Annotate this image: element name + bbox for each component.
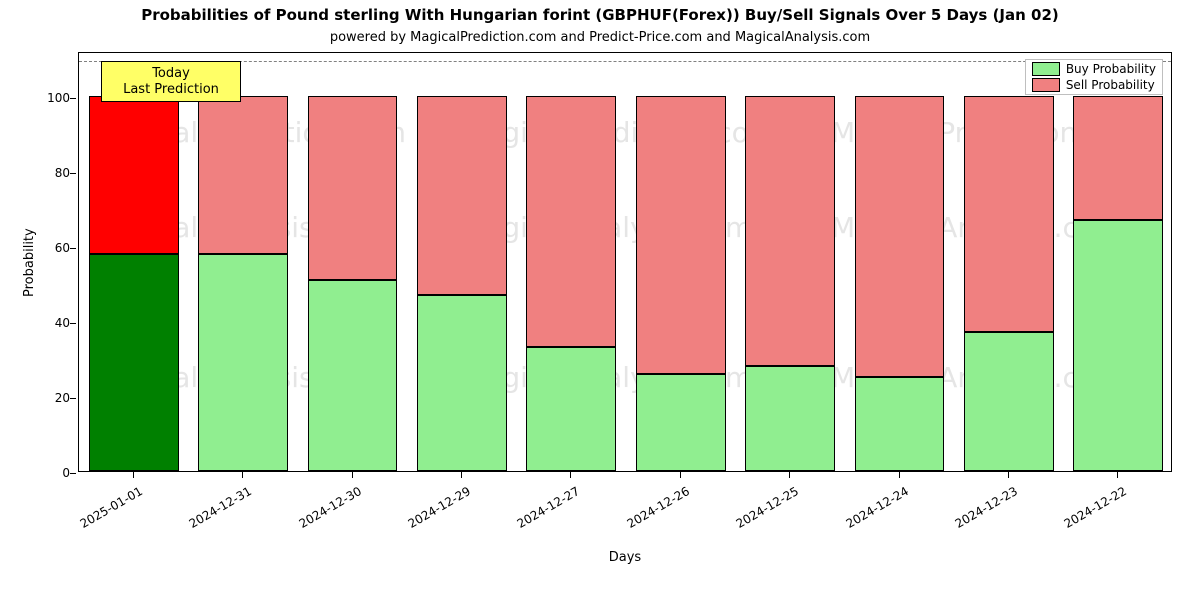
x-tick-mark [1117, 472, 1118, 478]
y-axis-label: Probability [22, 228, 37, 297]
x-tick-label: 2024-12-27 [493, 484, 582, 544]
y-tick: 0 [38, 466, 70, 480]
bar-segment-buy [745, 366, 835, 471]
bar-segment-sell [308, 96, 398, 280]
x-tick-label: 2024-12-24 [821, 484, 910, 544]
x-tick-label: 2024-12-25 [712, 484, 801, 544]
bar-segment-sell [417, 96, 507, 295]
chart-subtitle: powered by MagicalPrediction.com and Pre… [0, 30, 1200, 45]
x-tick-mark [899, 472, 900, 478]
y-tick: 100 [38, 91, 70, 105]
bar-segment-sell [636, 96, 726, 374]
chart-title: Probabilities of Pound sterling With Hun… [0, 6, 1200, 24]
bar-segment-sell [526, 96, 616, 347]
x-tick-mark [242, 472, 243, 478]
x-tick-label: 2024-12-22 [1040, 484, 1129, 544]
bar [745, 51, 835, 471]
bar-segment-buy [1073, 220, 1163, 471]
bar-segment-sell [89, 96, 179, 254]
bar-segment-buy [89, 254, 179, 472]
x-axis-label: Days [78, 550, 1172, 565]
bar-segment-buy [308, 280, 398, 471]
x-tick-mark [1008, 472, 1009, 478]
today-annotation: Today Last Prediction [101, 61, 241, 102]
x-tick-mark [461, 472, 462, 478]
annotation-line2: Last Prediction [110, 82, 232, 98]
bar-segment-sell [1073, 96, 1163, 220]
x-tick-mark [133, 472, 134, 478]
bar [198, 51, 288, 471]
x-tick-mark [789, 472, 790, 478]
bar [1073, 51, 1163, 471]
plot-area: MagicalPrediction.comMagicalPrediction.c… [78, 52, 1172, 472]
legend-label-sell: Sell Probability [1066, 78, 1155, 92]
x-tick-label: 2024-12-26 [602, 484, 691, 544]
y-tick: 40 [38, 316, 70, 330]
bar [964, 51, 1054, 471]
x-tick-mark [570, 472, 571, 478]
bar-segment-buy [855, 377, 945, 471]
bar [855, 51, 945, 471]
bar-segment-buy [526, 347, 616, 471]
bar-segment-buy [417, 295, 507, 471]
legend-swatch-sell [1032, 78, 1060, 92]
bar-segment-sell [964, 96, 1054, 332]
chart-figure: Probabilities of Pound sterling With Hun… [0, 0, 1200, 600]
y-tick: 60 [38, 241, 70, 255]
y-tick: 80 [38, 166, 70, 180]
legend: Buy Probability Sell Probability [1025, 59, 1163, 95]
bar-segment-sell [745, 96, 835, 366]
x-tick-label: 2024-12-29 [384, 484, 473, 544]
bar [308, 51, 398, 471]
bar-segment-sell [198, 96, 288, 254]
bar-segment-buy [198, 254, 288, 472]
x-tick-label: 2024-12-30 [274, 484, 363, 544]
legend-item-sell: Sell Probability [1032, 78, 1156, 92]
legend-label-buy: Buy Probability [1066, 62, 1156, 76]
x-tick-label: 2025-01-01 [55, 484, 144, 544]
x-tick-label: 2024-12-31 [165, 484, 254, 544]
x-tick-label: 2024-12-23 [931, 484, 1020, 544]
bar-segment-buy [964, 332, 1054, 471]
legend-item-buy: Buy Probability [1032, 62, 1156, 76]
annotation-line1: Today [110, 66, 232, 82]
bar-segment-sell [855, 96, 945, 377]
bar [526, 51, 616, 471]
bar-segment-buy [636, 374, 726, 472]
bar [636, 51, 726, 471]
x-tick-mark [680, 472, 681, 478]
legend-swatch-buy [1032, 62, 1060, 76]
y-tick: 20 [38, 391, 70, 405]
x-tick-mark [352, 472, 353, 478]
bars-container [79, 53, 1171, 471]
bar [417, 51, 507, 471]
bar [89, 51, 179, 471]
